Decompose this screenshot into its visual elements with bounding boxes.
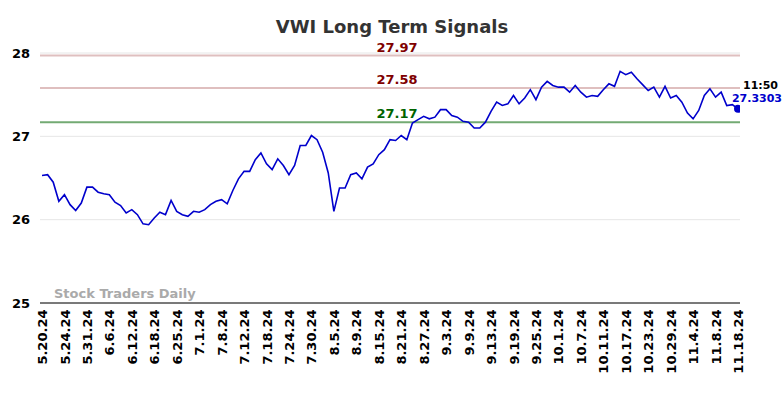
y-axis-line	[40, 54, 41, 304]
x-tick: 8.21.24	[394, 303, 409, 365]
x-tick-label: 9.9.24	[462, 310, 477, 356]
level-line	[40, 87, 740, 89]
x-tick-label: 10.7.24	[574, 310, 589, 365]
x-tick-label: 10.29.24	[664, 310, 679, 374]
x-tick: 10.29.24	[664, 303, 679, 374]
y-tick-label: 25	[12, 296, 30, 311]
y-axis: 25 26 27 28	[12, 46, 41, 311]
x-tick: 10.7.24	[574, 303, 589, 365]
watermark: Stock Traders Daily	[54, 286, 196, 301]
x-tick: 9.3.24	[439, 303, 454, 356]
x-tick-label: 11.4.24	[686, 310, 701, 365]
x-tick-label: 9.3.24	[439, 310, 454, 356]
grid-line	[40, 136, 740, 137]
x-tick-label: 7.8.24	[215, 310, 230, 356]
x-tick: 5.24.24	[58, 303, 73, 365]
grid-line	[40, 303, 740, 304]
y-tick: 27	[12, 129, 40, 144]
x-tick-label: 8.27.24	[417, 310, 432, 365]
x-tick-label: 6.12.24	[125, 310, 140, 365]
x-tick: 9.9.24	[462, 303, 477, 356]
x-tick: 7.18.24	[260, 303, 275, 365]
x-tick-label: 7.12.24	[237, 310, 252, 365]
x-tick-label: 9.13.24	[484, 310, 499, 365]
x-tick-label: 7.18.24	[260, 310, 275, 365]
x-tick: 9.13.24	[484, 303, 499, 365]
x-tick: 6.25.24	[170, 303, 185, 365]
level-line	[40, 121, 740, 123]
x-tick: 11.18.24	[731, 303, 746, 374]
last-point	[734, 105, 740, 113]
x-axis-line	[40, 303, 740, 304]
level-label: 27.17	[376, 106, 417, 121]
x-tick: 10.23.24	[641, 303, 656, 374]
x-tick-label: 5.20.24	[35, 310, 50, 365]
x-tick: 7.1.24	[192, 303, 207, 356]
x-tick: 7.30.24	[304, 303, 319, 365]
x-tick-label: 6.18.24	[147, 310, 162, 365]
x-tick-label: 5.31.24	[80, 310, 95, 365]
x-tick: 10.17.24	[619, 303, 634, 374]
x-tick-label: 5.24.24	[58, 310, 73, 365]
x-tick: 8.15.24	[372, 303, 387, 365]
x-tick: 6.12.24	[125, 303, 140, 365]
x-tick-label: 9.25.24	[529, 310, 544, 365]
level-label: 27.97	[376, 40, 417, 55]
y-tick-label: 28	[12, 46, 30, 61]
level-line	[40, 55, 740, 57]
x-tick-label: 7.30.24	[304, 310, 319, 365]
x-tick: 11.8.24	[709, 303, 724, 365]
x-tick-label: 10.23.24	[641, 310, 656, 374]
y-tick: 28	[12, 46, 40, 61]
chart: VWI Long Term Signals Stock Traders Daily…	[0, 0, 784, 398]
x-tick: 11.4.24	[686, 303, 701, 365]
grid-line	[40, 219, 740, 220]
x-tick-label: 10.11.24	[596, 310, 611, 374]
y-tick: 25	[12, 296, 40, 311]
x-tick-label: 6.6.24	[102, 310, 117, 356]
plot-area	[40, 56, 740, 225]
x-tick: 5.20.24	[35, 303, 50, 365]
y-tick-label: 27	[12, 129, 30, 144]
x-tick-label: 10.17.24	[619, 310, 634, 374]
x-tick-label: 8.15.24	[372, 310, 387, 365]
x-tick-label: 7.1.24	[192, 310, 207, 356]
last-time: 11:50	[743, 79, 778, 92]
x-tick-label: 6.25.24	[170, 310, 185, 365]
y-tick: 26	[12, 212, 40, 227]
x-tick-label: 11.8.24	[709, 310, 724, 365]
x-tick-label: 7.24.24	[282, 310, 297, 365]
y-tick-label: 26	[12, 212, 30, 227]
x-tick: 7.8.24	[215, 303, 230, 356]
x-tick: 9.19.24	[507, 303, 522, 365]
x-tick-label: 9.19.24	[507, 310, 522, 365]
x-tick-label: 8.21.24	[394, 310, 409, 365]
x-tick: 6.6.24	[102, 303, 117, 356]
x-tick: 6.18.24	[147, 303, 162, 365]
x-axis: 5.20.24 5.24.24 5.31.24 6.6.24 6.12.24 6.18.2…	[35, 303, 746, 374]
x-tick-label: 8.9.24	[349, 310, 364, 356]
x-tick: 10.11.24	[596, 303, 611, 374]
price-line	[42, 71, 738, 224]
x-tick: 7.24.24	[282, 303, 297, 365]
x-tick: 8.27.24	[417, 303, 432, 365]
last-value: 27.3303	[732, 92, 782, 105]
level-label: 27.58	[376, 72, 417, 87]
x-tick-label: 10.1.24	[551, 310, 566, 365]
x-tick: 8.5.24	[327, 303, 342, 356]
title: VWI Long Term Signals	[276, 16, 508, 37]
x-tick: 9.25.24	[529, 303, 544, 365]
x-tick: 7.12.24	[237, 303, 252, 365]
x-tick: 5.31.24	[80, 303, 95, 365]
x-tick: 8.9.24	[349, 303, 364, 356]
x-tick: 10.1.24	[551, 303, 566, 365]
x-tick-label: 8.5.24	[327, 310, 342, 356]
x-tick-label: 11.18.24	[731, 310, 746, 374]
